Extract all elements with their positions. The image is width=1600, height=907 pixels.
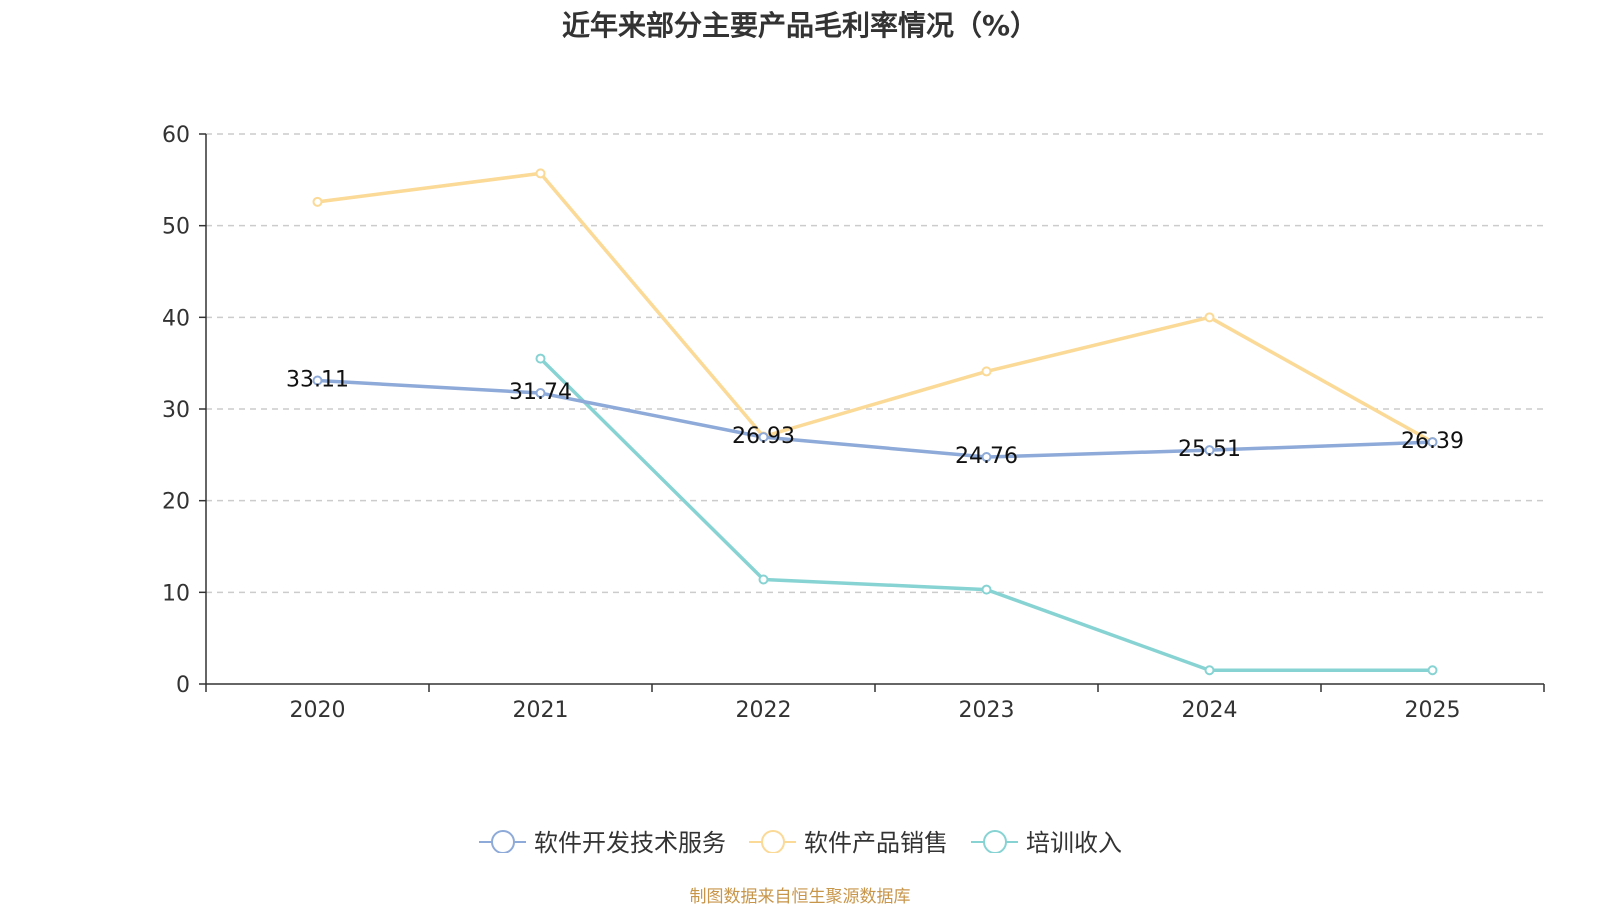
y-tick-label: 40 bbox=[162, 306, 190, 331]
data-point bbox=[1427, 437, 1438, 448]
y-tick-label: 0 bbox=[176, 673, 190, 698]
data-label: 33.11 bbox=[286, 367, 349, 392]
y-tick-label: 50 bbox=[162, 215, 190, 240]
data-point bbox=[981, 366, 992, 377]
data-point bbox=[981, 584, 992, 595]
x-tick-label: 2023 bbox=[959, 698, 1015, 723]
data-point bbox=[1204, 445, 1215, 456]
x-tick-label: 2021 bbox=[513, 698, 569, 723]
data-label: 24.76 bbox=[955, 444, 1018, 469]
axes: 0 10 20 30 40 50 60 2020 2021 2022 2023 2024 2025 bbox=[162, 123, 1545, 723]
series-lines bbox=[312, 168, 1438, 676]
y-tick-label: 20 bbox=[162, 490, 190, 515]
x-tick-label: 2022 bbox=[736, 698, 792, 723]
legend-swatch-icon bbox=[749, 829, 796, 853]
data-point bbox=[1427, 665, 1438, 676]
grid-lines bbox=[206, 133, 1544, 594]
data-point bbox=[1204, 312, 1215, 323]
data-point bbox=[535, 353, 546, 364]
series-line bbox=[539, 357, 1433, 672]
data-labels: 33.11 31.74 26.93 24.76 25.51 26.39 bbox=[286, 367, 1464, 469]
chart-title: 近年来部分主要产品毛利率情况（%） bbox=[561, 9, 1039, 42]
source-note: 制图数据来自恒生聚源数据库 bbox=[689, 887, 911, 907]
x-tick-label: 2025 bbox=[1405, 698, 1461, 723]
data-label: 31.74 bbox=[509, 380, 572, 405]
data-point bbox=[758, 432, 769, 443]
y-tick-label: 30 bbox=[162, 398, 190, 423]
data-point bbox=[535, 168, 546, 179]
data-point bbox=[312, 375, 323, 386]
legend: 软件开发技术服务 软件产品销售 培训收入 bbox=[0, 823, 1600, 858]
data-point bbox=[758, 574, 769, 585]
x-tick-label: 2020 bbox=[290, 698, 346, 723]
data-point bbox=[1204, 665, 1215, 676]
data-point bbox=[312, 196, 323, 207]
data-point bbox=[535, 388, 546, 399]
legend-label: 培训收入 bbox=[1026, 829, 1122, 857]
data-label: 26.93 bbox=[732, 424, 795, 449]
legend-item[interactable]: 软件开发技术服务 bbox=[478, 823, 726, 858]
y-tick-label: 60 bbox=[162, 123, 190, 148]
legend-label: 软件产品销售 bbox=[804, 829, 948, 857]
legend-item[interactable]: 软件产品销售 bbox=[748, 823, 948, 858]
data-point bbox=[981, 452, 992, 463]
legend-item[interactable]: 培训收入 bbox=[970, 823, 1122, 858]
series-line bbox=[317, 171, 1434, 444]
legend-label: 软件开发技术服务 bbox=[534, 829, 726, 857]
x-tick-label: 2024 bbox=[1182, 698, 1238, 723]
y-tick-label: 10 bbox=[162, 581, 190, 606]
legend-swatch-icon bbox=[479, 829, 526, 853]
series-line bbox=[317, 378, 1433, 459]
data-label: 25.51 bbox=[1178, 437, 1241, 462]
data-label: 26.39 bbox=[1401, 429, 1464, 454]
legend-swatch-icon bbox=[971, 829, 1018, 853]
